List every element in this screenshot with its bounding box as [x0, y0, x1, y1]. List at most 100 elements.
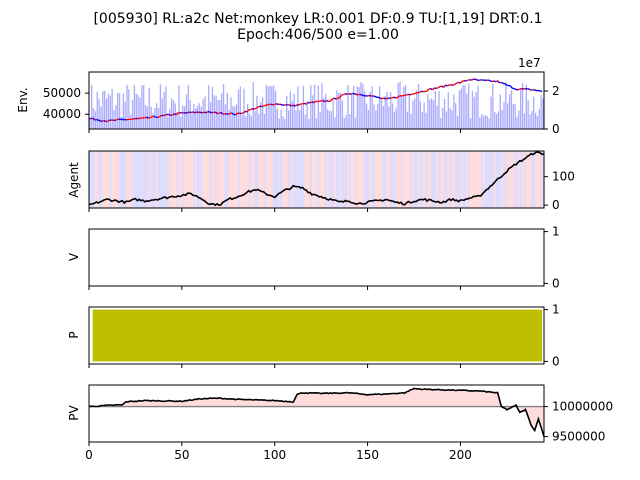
volume-bar [371, 86, 373, 129]
action-band [531, 151, 534, 208]
volume-bar [187, 84, 189, 129]
price-segment [324, 99, 328, 103]
action-band [323, 151, 326, 208]
action-band [456, 151, 459, 208]
volume-bar [274, 90, 277, 129]
action-band [100, 151, 103, 208]
price-segment [97, 119, 101, 122]
price-segment [504, 83, 508, 86]
action-band [449, 151, 452, 208]
action-band [399, 151, 402, 208]
action-band [102, 151, 105, 208]
action-band [280, 151, 283, 208]
volume-bar [512, 104, 514, 129]
volume-bar [111, 88, 113, 129]
volume-bar [248, 113, 251, 129]
action-band [436, 151, 439, 208]
volume-bar [373, 104, 375, 129]
action-band [159, 151, 162, 208]
price-segment [250, 108, 253, 111]
volume-bar [122, 93, 124, 129]
action-band [103, 151, 107, 208]
action-band [233, 151, 237, 208]
price-segment [361, 94, 365, 97]
price-segment [475, 78, 478, 81]
volume-bar [306, 100, 308, 129]
volume-bar [193, 103, 195, 129]
volume-bar [378, 86, 381, 129]
action-band [488, 151, 491, 208]
price-segment [530, 89, 534, 91]
volume-bar [143, 85, 145, 129]
pv-axes: 9500000 10000000 0 50 100 150 200 [85, 400, 613, 462]
volume-bar [403, 86, 405, 129]
volume-bar [206, 110, 208, 129]
volume-bar [477, 85, 479, 129]
price-segment [499, 81, 502, 84]
y-tick-label-left: 50000 [43, 86, 81, 100]
volume-bar [247, 103, 249, 129]
volume-bar [224, 104, 227, 129]
volume-bar [382, 106, 384, 129]
volume-bar [336, 90, 338, 129]
volume-bar [486, 115, 488, 129]
y-tick-label-left: 40000 [43, 107, 81, 121]
action-band [306, 151, 309, 208]
action-band [341, 151, 344, 208]
action-band [154, 151, 157, 208]
volume-bar [208, 85, 210, 129]
action-band [137, 151, 140, 208]
action-band [133, 151, 136, 208]
volume-bar [170, 98, 173, 129]
action-band [380, 151, 383, 208]
action-band [419, 151, 422, 208]
price-segment [359, 93, 363, 96]
policy-fill [92, 309, 543, 362]
price-segment [231, 112, 235, 116]
action-band [423, 151, 426, 208]
price-segment [471, 78, 474, 81]
price-segment [289, 104, 292, 107]
action-band [98, 151, 101, 208]
figure-title-line1: [005930] RL:a2c Net:monkey LR:0.001 DF:0… [93, 11, 542, 27]
action-band [466, 151, 469, 208]
agent-ylabel: Agent [67, 162, 81, 198]
action-band [297, 151, 300, 208]
volume-bar [278, 118, 280, 129]
price-segment [220, 111, 224, 115]
price-segment [326, 99, 329, 103]
volume-bar [261, 97, 264, 129]
volume-bar [131, 100, 134, 129]
volume-bar [505, 82, 507, 129]
price-segment [510, 85, 513, 89]
volume-bar [447, 92, 449, 129]
y-tick-label-right: 2 [552, 84, 560, 98]
action-band [352, 151, 355, 208]
action-band [371, 151, 374, 208]
action-band [267, 151, 270, 208]
price-segment [164, 113, 168, 116]
action-band [521, 151, 524, 208]
volume-bar [189, 99, 191, 129]
action-band [343, 151, 346, 208]
action-band [150, 151, 153, 208]
volume-bar [540, 95, 542, 129]
volume-bar [388, 106, 390, 129]
price-segment [372, 95, 376, 98]
action-band [518, 151, 521, 208]
volume-bar [126, 84, 128, 129]
action-band [90, 151, 94, 208]
action-band [278, 151, 281, 208]
volume-bar [479, 117, 481, 129]
action-band [482, 151, 485, 208]
price-segment [298, 103, 302, 106]
action-band [219, 151, 222, 208]
price-segment [276, 103, 279, 106]
action-band [187, 151, 190, 208]
action-band [148, 151, 151, 208]
volume-bar [468, 83, 470, 129]
action-band [324, 151, 328, 208]
action-band [144, 151, 147, 208]
volume-bar [211, 87, 214, 129]
price-segment [192, 111, 196, 114]
